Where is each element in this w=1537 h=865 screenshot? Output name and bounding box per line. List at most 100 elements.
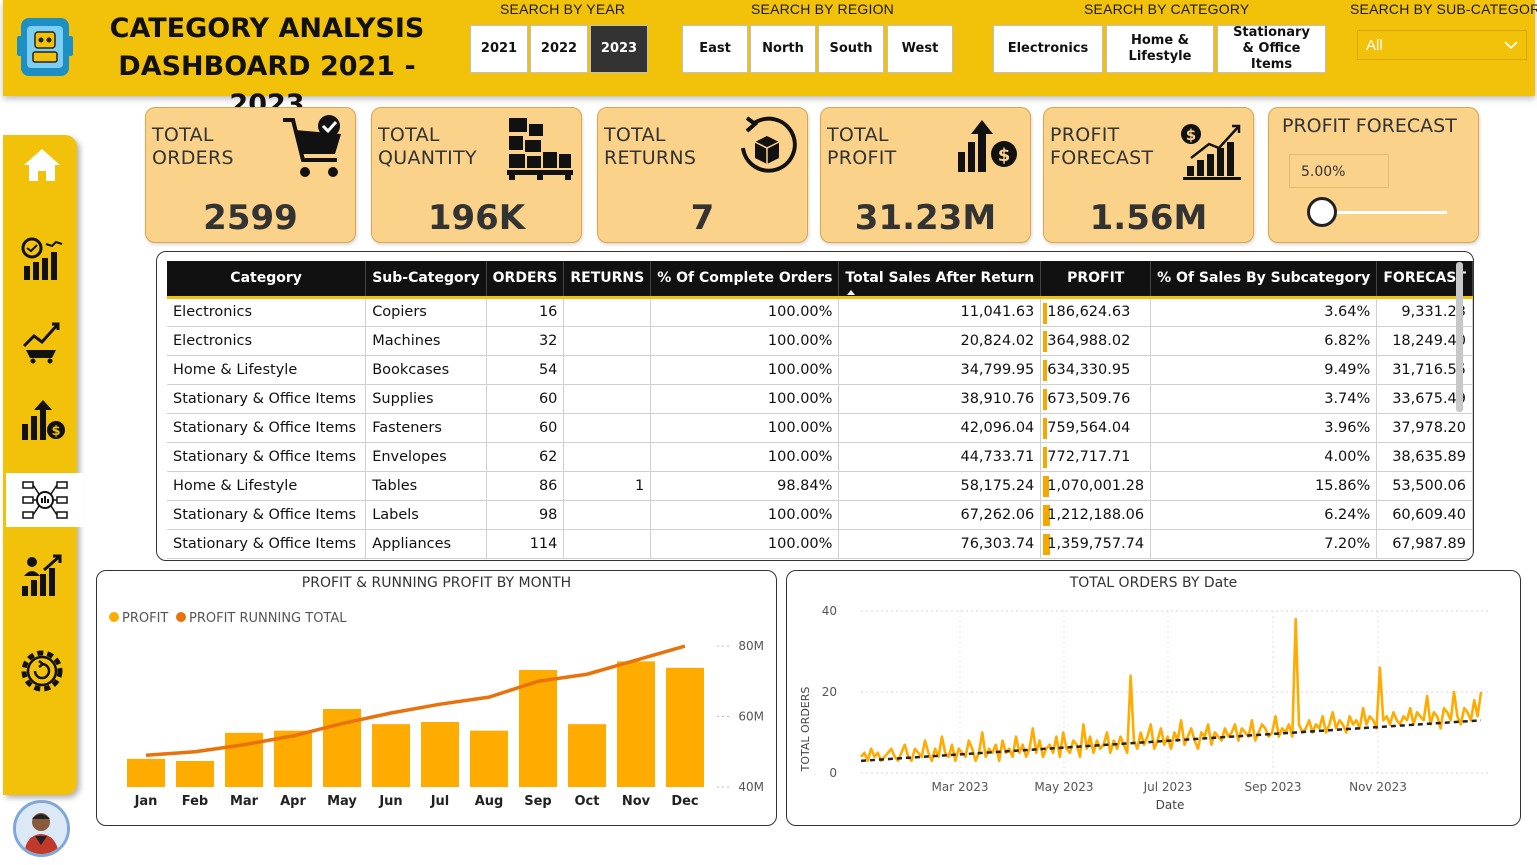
nav-home[interactable]: [11, 138, 73, 192]
kpi-label-line1: TOTAL: [827, 124, 889, 146]
nav-settings[interactable]: [11, 644, 73, 698]
profit-bar[interactable]: [372, 724, 410, 787]
table-row[interactable]: Stationary & Office Items Fasteners 60 100.…: [167, 413, 1473, 443]
col-header-subcategory[interactable]: Sub-Category: [365, 261, 487, 299]
cell-pct-sales: 15.86%: [1150, 471, 1378, 501]
region-button-south[interactable]: South: [818, 25, 884, 73]
cell-sales: 20,824.02: [838, 326, 1042, 356]
nav-people-growth[interactable]: [11, 549, 73, 603]
cell-category: Home & Lifestyle: [167, 355, 367, 385]
profit-bar[interactable]: [568, 724, 606, 787]
profit-bar[interactable]: [617, 661, 655, 787]
subcategory-dropdown[interactable]: All: [1357, 30, 1527, 60]
year-button-2021[interactable]: 2021: [470, 25, 528, 73]
cell-forecast: 60,609.40: [1376, 500, 1473, 530]
year-button-2023[interactable]: 2023: [590, 25, 648, 73]
table-row[interactable]: Home & Lifestyle Bookcases 54 100.00% 34,799…: [167, 355, 1473, 385]
col-header-complete-orders[interactable]: % Of Complete Orders: [650, 261, 840, 299]
subcategory-slicer-label: SEARCH BY SUB-CATEGORY: [1350, 1, 1537, 17]
kpi-label: TOTAL RETURNS: [604, 124, 696, 170]
x-tick-label: Sep 2023: [1245, 780, 1302, 794]
kpi-value: 1.56M: [1089, 198, 1208, 238]
running-total-line[interactable]: [145, 644, 686, 758]
cell-complete: 98.84%: [650, 471, 840, 501]
cell-subcategory: Appliances: [365, 529, 487, 559]
forecast-slider-handle[interactable]: [1307, 197, 1337, 227]
x-tick-label: Nov 2023: [1349, 780, 1407, 794]
legend-label-running-total: PROFIT RUNNING TOTAL: [189, 611, 347, 626]
cell-profit: 759,564.04: [1040, 413, 1152, 443]
forecast-title: PROFIT FORECAST: [1282, 115, 1457, 137]
profit-bar[interactable]: [666, 667, 704, 787]
profit-data-bar: [1043, 417, 1048, 439]
cell-sales: 44,733.71: [838, 442, 1042, 472]
cell-category: Stationary & Office Items: [167, 384, 367, 414]
forecast-slider-track[interactable]: [1321, 211, 1447, 214]
col-header-orders[interactable]: ORDERS: [486, 261, 565, 299]
kpi-label-line2: RETURNS: [604, 147, 697, 169]
nav-profit[interactable]: $: [11, 393, 73, 447]
x-tick-label: Jun: [378, 794, 402, 809]
profit-bar[interactable]: [470, 730, 508, 787]
cell-orders: 98: [486, 500, 565, 530]
cell-category: Stationary & Office Items: [167, 500, 367, 530]
profit-bar[interactable]: [519, 670, 557, 787]
kpi-label-line1: TOTAL: [152, 124, 214, 146]
col-header-total-sales[interactable]: Total Sales After Return: [838, 261, 1042, 299]
profit-bar[interactable]: [127, 758, 165, 787]
profit-bar[interactable]: [176, 761, 214, 787]
table-row[interactable]: Electronics Copiers 16 100.00% 11,041.63 186,…: [167, 297, 1473, 327]
col-header-category[interactable]: Category: [167, 261, 367, 299]
cart-check-icon: [283, 115, 341, 177]
cell-subcategory: Envelopes: [365, 442, 487, 472]
x-tick-label: Nov: [622, 794, 651, 809]
dollar-growth-icon: $: [1181, 124, 1241, 180]
col-header-pct-sales[interactable]: % Of Sales By Subcategory: [1150, 261, 1378, 299]
cell-complete: 100.00%: [650, 500, 840, 530]
region-button-west[interactable]: West: [887, 25, 953, 73]
legend-marker-profit: [109, 612, 119, 622]
cell-pct-sales: 6.82%: [1150, 326, 1378, 356]
table-row[interactable]: Stationary & Office Items Appliances 114 10…: [167, 529, 1473, 559]
table-scrollbar[interactable]: [1456, 262, 1463, 412]
region-button-east[interactable]: East: [682, 25, 748, 73]
nav-growth[interactable]: [11, 313, 73, 367]
forecast-value-input[interactable]: 5.00%: [1289, 154, 1389, 188]
col-header-total-sales-label: Total Sales After Return: [845, 270, 1035, 287]
col-header-returns[interactable]: RETURNS: [563, 261, 652, 299]
table-row[interactable]: Stationary & Office Items Envelopes 62 100.…: [167, 442, 1473, 472]
x-tick-label: May: [327, 794, 357, 809]
cell-pct-sales: 4.00%: [1150, 442, 1378, 472]
profit-data-bar: [1043, 504, 1050, 526]
kpi-label-line1: TOTAL: [604, 124, 666, 146]
cell-returns: [563, 500, 652, 530]
col-header-profit[interactable]: PROFIT: [1040, 261, 1152, 299]
table-row[interactable]: Stationary & Office Items Labels 98 100.00%…: [167, 500, 1473, 530]
trend-line: [860, 719, 1482, 763]
cell-returns: [563, 442, 652, 472]
orders-series-line[interactable]: [860, 617, 1483, 763]
profit-value: 634,330.95: [1047, 361, 1131, 378]
table-row[interactable]: Stationary & Office Items Supplies 60 100.0…: [167, 384, 1473, 414]
table-row[interactable]: Electronics Machines 32 100.00% 20,824.02 364…: [167, 326, 1473, 356]
cell-returns: [563, 413, 652, 443]
nav-analytics[interactable]: [11, 233, 73, 287]
category-button-electronics[interactable]: Electronics: [993, 25, 1103, 73]
cell-sales: 11,041.63: [838, 297, 1042, 327]
user-avatar[interactable]: [13, 800, 70, 857]
chart-title: TOTAL ORDERS BY Date: [1069, 575, 1238, 591]
year-button-2022[interactable]: 2022: [530, 25, 588, 73]
cell-sales: 34,799.95: [838, 355, 1042, 385]
category-button-stationary-office[interactable]: Stationary & Office Items: [1217, 25, 1326, 73]
profit-bar[interactable]: [274, 730, 312, 787]
network-analysis-icon: [22, 481, 68, 519]
table-row[interactable]: Home & Lifestyle Tables 86 1 98.84% 58,175.24…: [167, 471, 1473, 501]
region-button-north[interactable]: North: [750, 25, 816, 73]
category-button-home-lifestyle[interactable]: Home & Lifestyle: [1106, 25, 1214, 73]
profit-bar[interactable]: [421, 722, 459, 787]
subcategory-table-card: Category Sub-Category ORDERS RETURNS % O…: [156, 251, 1474, 561]
cell-subcategory: Machines: [365, 326, 487, 356]
nav-network-analysis[interactable]: [6, 473, 84, 527]
title-line-1: CATEGORY ANALYSIS: [109, 13, 425, 44]
